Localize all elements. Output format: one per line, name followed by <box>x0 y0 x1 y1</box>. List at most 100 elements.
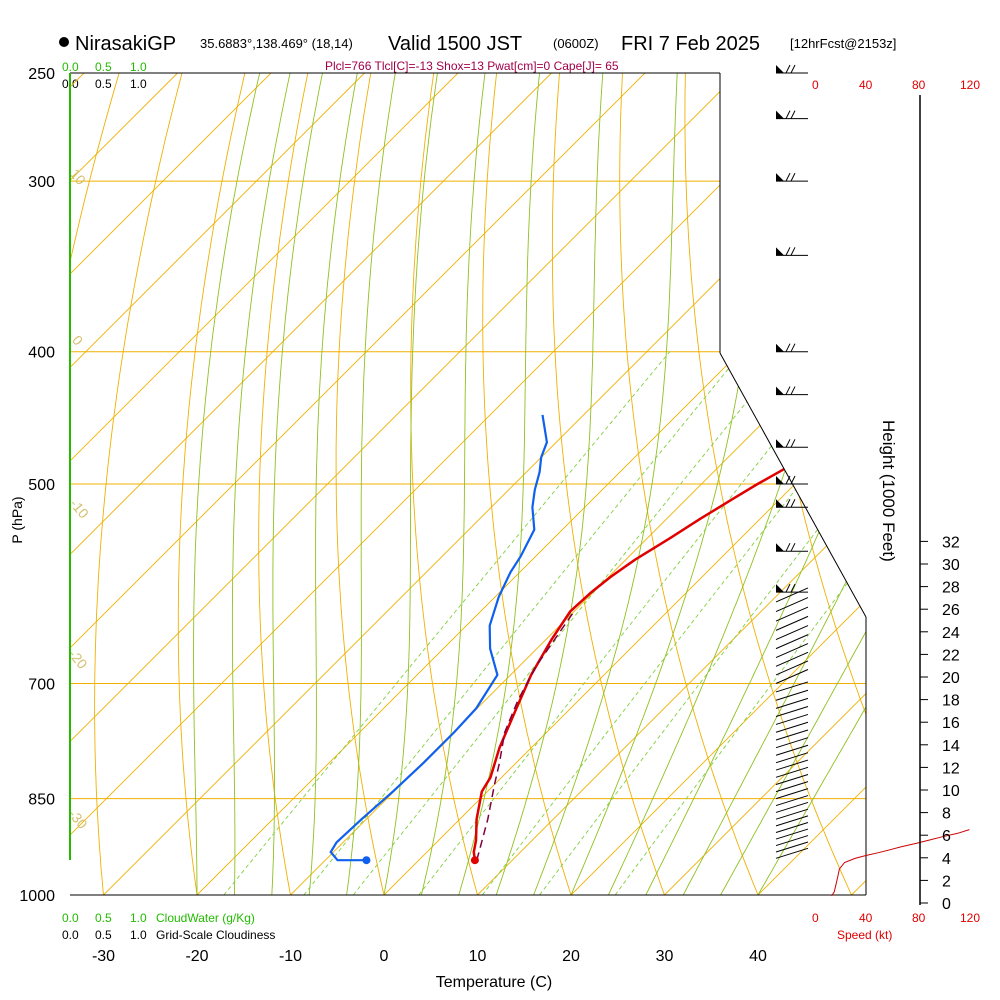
valid-utc: (0600Z) <box>553 36 599 51</box>
wind-barb-flag <box>776 499 784 508</box>
svg-text:40: 40 <box>859 911 873 925</box>
moist-adiabat <box>682 73 866 895</box>
mixing-ratio-line <box>418 351 847 895</box>
wind-barb <box>775 651 809 667</box>
moist-adiabat <box>383 73 438 895</box>
speed-scale-top: 0 40 80 120 <box>812 78 980 92</box>
isotherm-line <box>477 73 866 895</box>
wind-barb-flag <box>776 386 784 395</box>
temperature-tick-label: 20 <box>562 948 580 965</box>
height-tick-label: 14 <box>942 738 960 755</box>
pressure-tick-label: 1000 <box>19 888 55 905</box>
height-tick-label: 32 <box>942 534 960 551</box>
mixing-ratio-line <box>352 351 788 895</box>
temperature-tick-label: 30 <box>656 948 674 965</box>
svg-text:0.5: 0.5 <box>95 928 112 942</box>
wind-barb-tick <box>790 475 796 485</box>
dry-adiabat <box>551 73 665 895</box>
wind-barb <box>775 801 809 813</box>
height-axis-label: Height (1000 Feet) <box>879 420 898 562</box>
wind-barb <box>775 643 809 658</box>
wind-barb <box>775 808 809 820</box>
wind-barb-tick <box>790 583 796 593</box>
wind-barb <box>775 681 809 693</box>
wind-barb <box>775 815 809 827</box>
wind-barb <box>775 744 809 756</box>
temperature-tick-label: 40 <box>749 948 767 965</box>
dry-adiabat <box>94 73 183 895</box>
wind-barb <box>775 781 809 793</box>
dry-adiabat <box>482 73 572 895</box>
svg-text:0.5: 0.5 <box>95 911 112 925</box>
wind-barb-tick <box>785 499 791 508</box>
wind-barb-tick <box>790 64 796 74</box>
height-tick-label: 6 <box>942 828 951 845</box>
pressure-tick-label: 500 <box>28 477 55 494</box>
svg-text:Grid-Scale Cloudiness: Grid-Scale Cloudiness <box>156 928 275 942</box>
height-tick-label: 30 <box>942 557 960 574</box>
wind-barb <box>775 835 809 847</box>
height-tick-label: 26 <box>942 602 960 619</box>
height-tick-label: 0 <box>942 896 951 913</box>
station-name: NirasakiGP <box>75 33 176 55</box>
dry-adiabat <box>619 73 759 895</box>
isotherm-line <box>664 73 866 895</box>
height-tick-label: 20 <box>942 670 960 687</box>
svg-text:40: 40 <box>859 78 873 92</box>
moist-adiabat <box>720 73 866 895</box>
mixing-ratio-line <box>539 351 866 895</box>
wind-barb <box>775 713 809 725</box>
forecast-info: [12hrFcst@2153z] <box>790 36 896 51</box>
moist-adiabat <box>271 73 323 895</box>
height-tick-label: 2 <box>942 873 951 890</box>
wind-barb-tick <box>785 64 791 74</box>
wind-barb-tick <box>790 542 796 552</box>
wind-barb <box>775 669 809 684</box>
wind-barb-flag <box>776 543 784 552</box>
mixing-label-2: 2 <box>303 900 321 915</box>
dewpoint-profile <box>329 414 549 862</box>
pressure-tick-label: 300 <box>28 174 55 191</box>
temperature-profile <box>472 73 866 861</box>
wind-barb-flag <box>776 476 784 484</box>
wind-barb-tick <box>790 172 796 182</box>
mixing-label-3: 3 <box>354 900 372 915</box>
wind-barb <box>775 587 809 603</box>
moist-adiabat <box>420 73 486 895</box>
wind-barb-flag <box>776 343 784 352</box>
cloud-scale-bottom-black: 0.0 0.5 1.0 Grid-Scale Cloudiness <box>62 928 275 942</box>
dry-adiabat <box>258 73 309 895</box>
wind-barb-tick <box>790 343 796 352</box>
svg-text:0.5: 0.5 <box>95 77 112 91</box>
cloud-scale-top-green: 0.0 0.5 1.0 <box>62 60 147 74</box>
wind-barbs <box>775 64 809 859</box>
moist-adiabat <box>645 73 866 895</box>
temperature-tick-label: 10 <box>469 948 487 965</box>
svg-text:80: 80 <box>912 78 926 92</box>
valid-time: Valid 1500 JST <box>388 33 522 55</box>
y-axis-title: P (hPa) <box>9 496 25 543</box>
wind-barb-flag <box>776 65 784 73</box>
wind-speed-profile <box>831 829 970 897</box>
height-tick-label: 10 <box>942 783 960 800</box>
moist-adiabat <box>757 73 866 895</box>
svg-text:120: 120 <box>960 78 980 92</box>
svg-text:0: 0 <box>812 911 819 925</box>
speed-scale-bottom: 0 40 80 120 Speed (kt) <box>812 911 980 942</box>
height-tick-label: 28 <box>942 580 960 597</box>
dry-adiabat-label-0: 0 <box>69 332 86 348</box>
wind-speed-line <box>831 829 970 897</box>
svg-text:0.0: 0.0 <box>62 60 79 74</box>
isotherm-label-10: 10 <box>743 370 771 398</box>
pressure-tick-label: 250 <box>28 66 55 83</box>
mixing-label-12: 12 <box>537 895 559 917</box>
pressure-tick-label: 850 <box>28 792 55 809</box>
wind-barb-tick <box>790 386 796 395</box>
svg-text:1.0: 1.0 <box>130 77 147 91</box>
wind-barb-tick <box>790 499 796 508</box>
dry-adiabat <box>810 73 866 895</box>
svg-text:1.0: 1.0 <box>130 911 147 925</box>
wind-barb-tick <box>785 172 791 182</box>
svg-text:0.0: 0.0 <box>62 928 79 942</box>
